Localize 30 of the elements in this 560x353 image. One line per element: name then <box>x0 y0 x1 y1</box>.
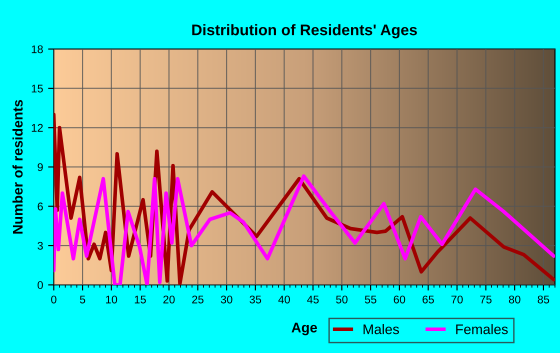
y-tick-label: 6 <box>38 202 43 210</box>
y-tick-label: 15 <box>32 84 43 93</box>
y-tick-label: 12 <box>32 124 43 132</box>
y-tick-label: 3 <box>38 242 43 250</box>
x-tick-label: 55 <box>364 296 376 304</box>
x-tick-label: 40 <box>278 296 290 304</box>
x-tick-label: 10 <box>106 296 118 304</box>
x-tick-label: 25 <box>192 296 204 304</box>
y-axis-title: Number of residents <box>12 100 23 234</box>
x-tick-label: 30 <box>220 296 232 304</box>
x-tick-label: 60 <box>394 296 406 304</box>
x-tick-label: 5 <box>80 296 86 304</box>
legend-label: Males <box>364 324 399 334</box>
y-tick-label: 9 <box>38 163 43 172</box>
x-tick-label: 85 <box>538 296 550 304</box>
x-tick-label: 35 <box>250 296 262 304</box>
x-tick-label: 15 <box>134 296 146 304</box>
chart-title: Distribution of Residents' Ages <box>192 24 417 38</box>
x-tick-label: 80 <box>508 296 520 304</box>
legend-label: Females <box>456 324 508 334</box>
x-axis-title: Age <box>292 322 318 336</box>
x-tick-label: 65 <box>422 296 434 304</box>
x-tick-label: 20 <box>163 296 175 304</box>
x-tick-label: 75 <box>480 296 492 304</box>
x-tick-label: 50 <box>336 296 348 304</box>
x-tick-label: 70 <box>451 296 463 304</box>
x-tick-label: 0 <box>51 296 56 304</box>
y-tick-label: 18 <box>32 45 43 54</box>
y-tick-label: 0 <box>38 281 43 290</box>
x-tick-label: 45 <box>307 296 319 304</box>
